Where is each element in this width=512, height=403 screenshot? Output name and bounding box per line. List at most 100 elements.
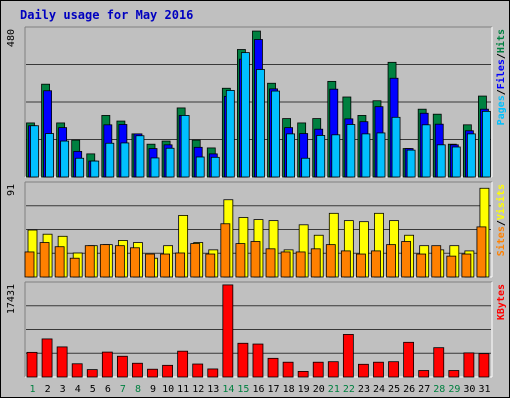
legend-pages-files-hits-part: Hits	[495, 29, 507, 53]
sites-bar	[24, 251, 35, 278]
sites-bar	[386, 244, 396, 278]
pages-bar	[180, 115, 190, 178]
x-tick-label: 30	[463, 384, 475, 395]
kbytes-bar	[86, 369, 98, 378]
sites-bar	[235, 243, 246, 278]
x-tick-label: 29	[448, 384, 460, 395]
kbytes-bar	[312, 361, 324, 378]
x-tick-label: 17	[268, 384, 280, 395]
x-tick-label: 24	[373, 384, 385, 395]
x-tick-label: 23	[358, 384, 370, 395]
pages-bar	[210, 156, 220, 178]
sites-bar	[280, 251, 291, 278]
sites-bar	[99, 244, 110, 278]
pages-bar	[421, 124, 431, 178]
pages-bar	[225, 90, 235, 178]
kbytes-bar	[147, 368, 158, 378]
legend-pages-files-hits-part: Pages	[496, 95, 507, 125]
sites-bar	[84, 245, 95, 278]
y-max-label-kbytes: 17431	[6, 284, 17, 314]
x-tick-label: 3	[60, 384, 66, 395]
kbytes-bar	[56, 346, 68, 378]
x-tick-label: 15	[237, 384, 249, 395]
x-tick-label: 11	[177, 384, 189, 395]
sites-bar	[325, 244, 336, 278]
kbytes-bar	[342, 334, 354, 378]
kbytes-bar	[433, 347, 445, 378]
kbytes-bar	[373, 361, 384, 378]
legend-sites-visits-part: Sites	[495, 226, 507, 256]
x-tick-label: 8	[135, 384, 141, 395]
y-max-label-visits: 91	[6, 184, 17, 196]
sites-bar	[175, 252, 186, 278]
pages-bar	[60, 140, 70, 178]
sites-bar	[356, 253, 366, 278]
legend-pages-files-hits-part: Files	[495, 59, 507, 89]
pages-bar	[316, 135, 326, 178]
x-tick-label: 21	[328, 384, 340, 395]
pages-bar	[346, 124, 356, 178]
pages-bar	[286, 133, 295, 178]
pages-bar	[75, 157, 85, 178]
x-tick-label: 6	[105, 384, 111, 395]
kbytes-bar	[41, 338, 53, 378]
legend-pages-files-hits: Pages/Files/Hits	[495, 29, 507, 125]
kbytes-bar	[418, 370, 430, 378]
pages-bar	[361, 133, 371, 178]
legend-kbytes: KBytes	[496, 284, 507, 320]
sites-bar	[340, 250, 351, 278]
legend-sites-visits: Sites/Visits	[495, 184, 507, 256]
kbytes-bar	[26, 351, 38, 378]
sites-bar	[145, 253, 155, 278]
sites-bar	[130, 247, 140, 278]
pages-bar	[30, 125, 39, 178]
x-tick-label: 28	[433, 384, 445, 395]
kbytes-bar	[192, 363, 204, 378]
pages-bar	[150, 157, 160, 178]
legend-sites-visits-part: /	[496, 220, 507, 226]
sites-bar	[160, 253, 170, 278]
kbytes-bar	[463, 352, 475, 378]
kbytes-bar	[222, 284, 234, 378]
kbytes-bar	[177, 350, 189, 378]
kbytes-bar	[116, 355, 128, 378]
pages-bar	[391, 116, 401, 178]
legend-pages-files-hits-part: /	[496, 89, 507, 95]
x-tick-label: 5	[90, 384, 96, 395]
pages-bar	[165, 147, 175, 178]
kbytes-bar	[132, 362, 143, 378]
kbytes-bar	[237, 342, 249, 378]
pages-bar	[451, 146, 461, 178]
sites-bar	[39, 242, 50, 278]
x-tick-label: 1	[30, 384, 36, 395]
kbytes-bar	[267, 357, 279, 378]
pages-bar	[331, 134, 341, 178]
kbytes-bar	[403, 341, 415, 378]
kbytes-bar	[448, 370, 460, 378]
kbytes-bar	[71, 363, 83, 378]
kbytes-bar	[162, 364, 173, 378]
pages-bar	[466, 133, 476, 178]
sites-bar	[295, 251, 306, 278]
x-tick-label: 16	[252, 384, 264, 395]
x-tick-label: 25	[388, 384, 400, 395]
kbytes-bar	[282, 361, 294, 378]
kbytes-bar	[327, 361, 339, 378]
pages-bar	[195, 156, 205, 178]
kbytes-bar	[101, 351, 113, 378]
x-tick-label: 10	[162, 384, 174, 395]
legend-sites-visits-part: Visits	[495, 184, 507, 220]
sites-bar	[476, 226, 487, 278]
sites-bar	[69, 257, 80, 278]
sites-bar	[190, 243, 201, 278]
pages-bar	[105, 142, 115, 178]
sites-bar	[416, 253, 427, 278]
kbytes-bar	[478, 353, 490, 378]
sites-bar	[461, 253, 472, 278]
x-tick-label: 7	[120, 384, 126, 395]
x-tick-label: 20	[313, 384, 325, 395]
sites-bar	[114, 245, 125, 278]
pages-bar	[241, 52, 250, 178]
